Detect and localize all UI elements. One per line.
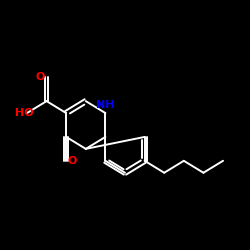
Text: HO: HO <box>15 108 34 118</box>
Text: O: O <box>36 72 45 82</box>
Text: NH: NH <box>96 100 115 110</box>
Text: O: O <box>68 156 77 166</box>
